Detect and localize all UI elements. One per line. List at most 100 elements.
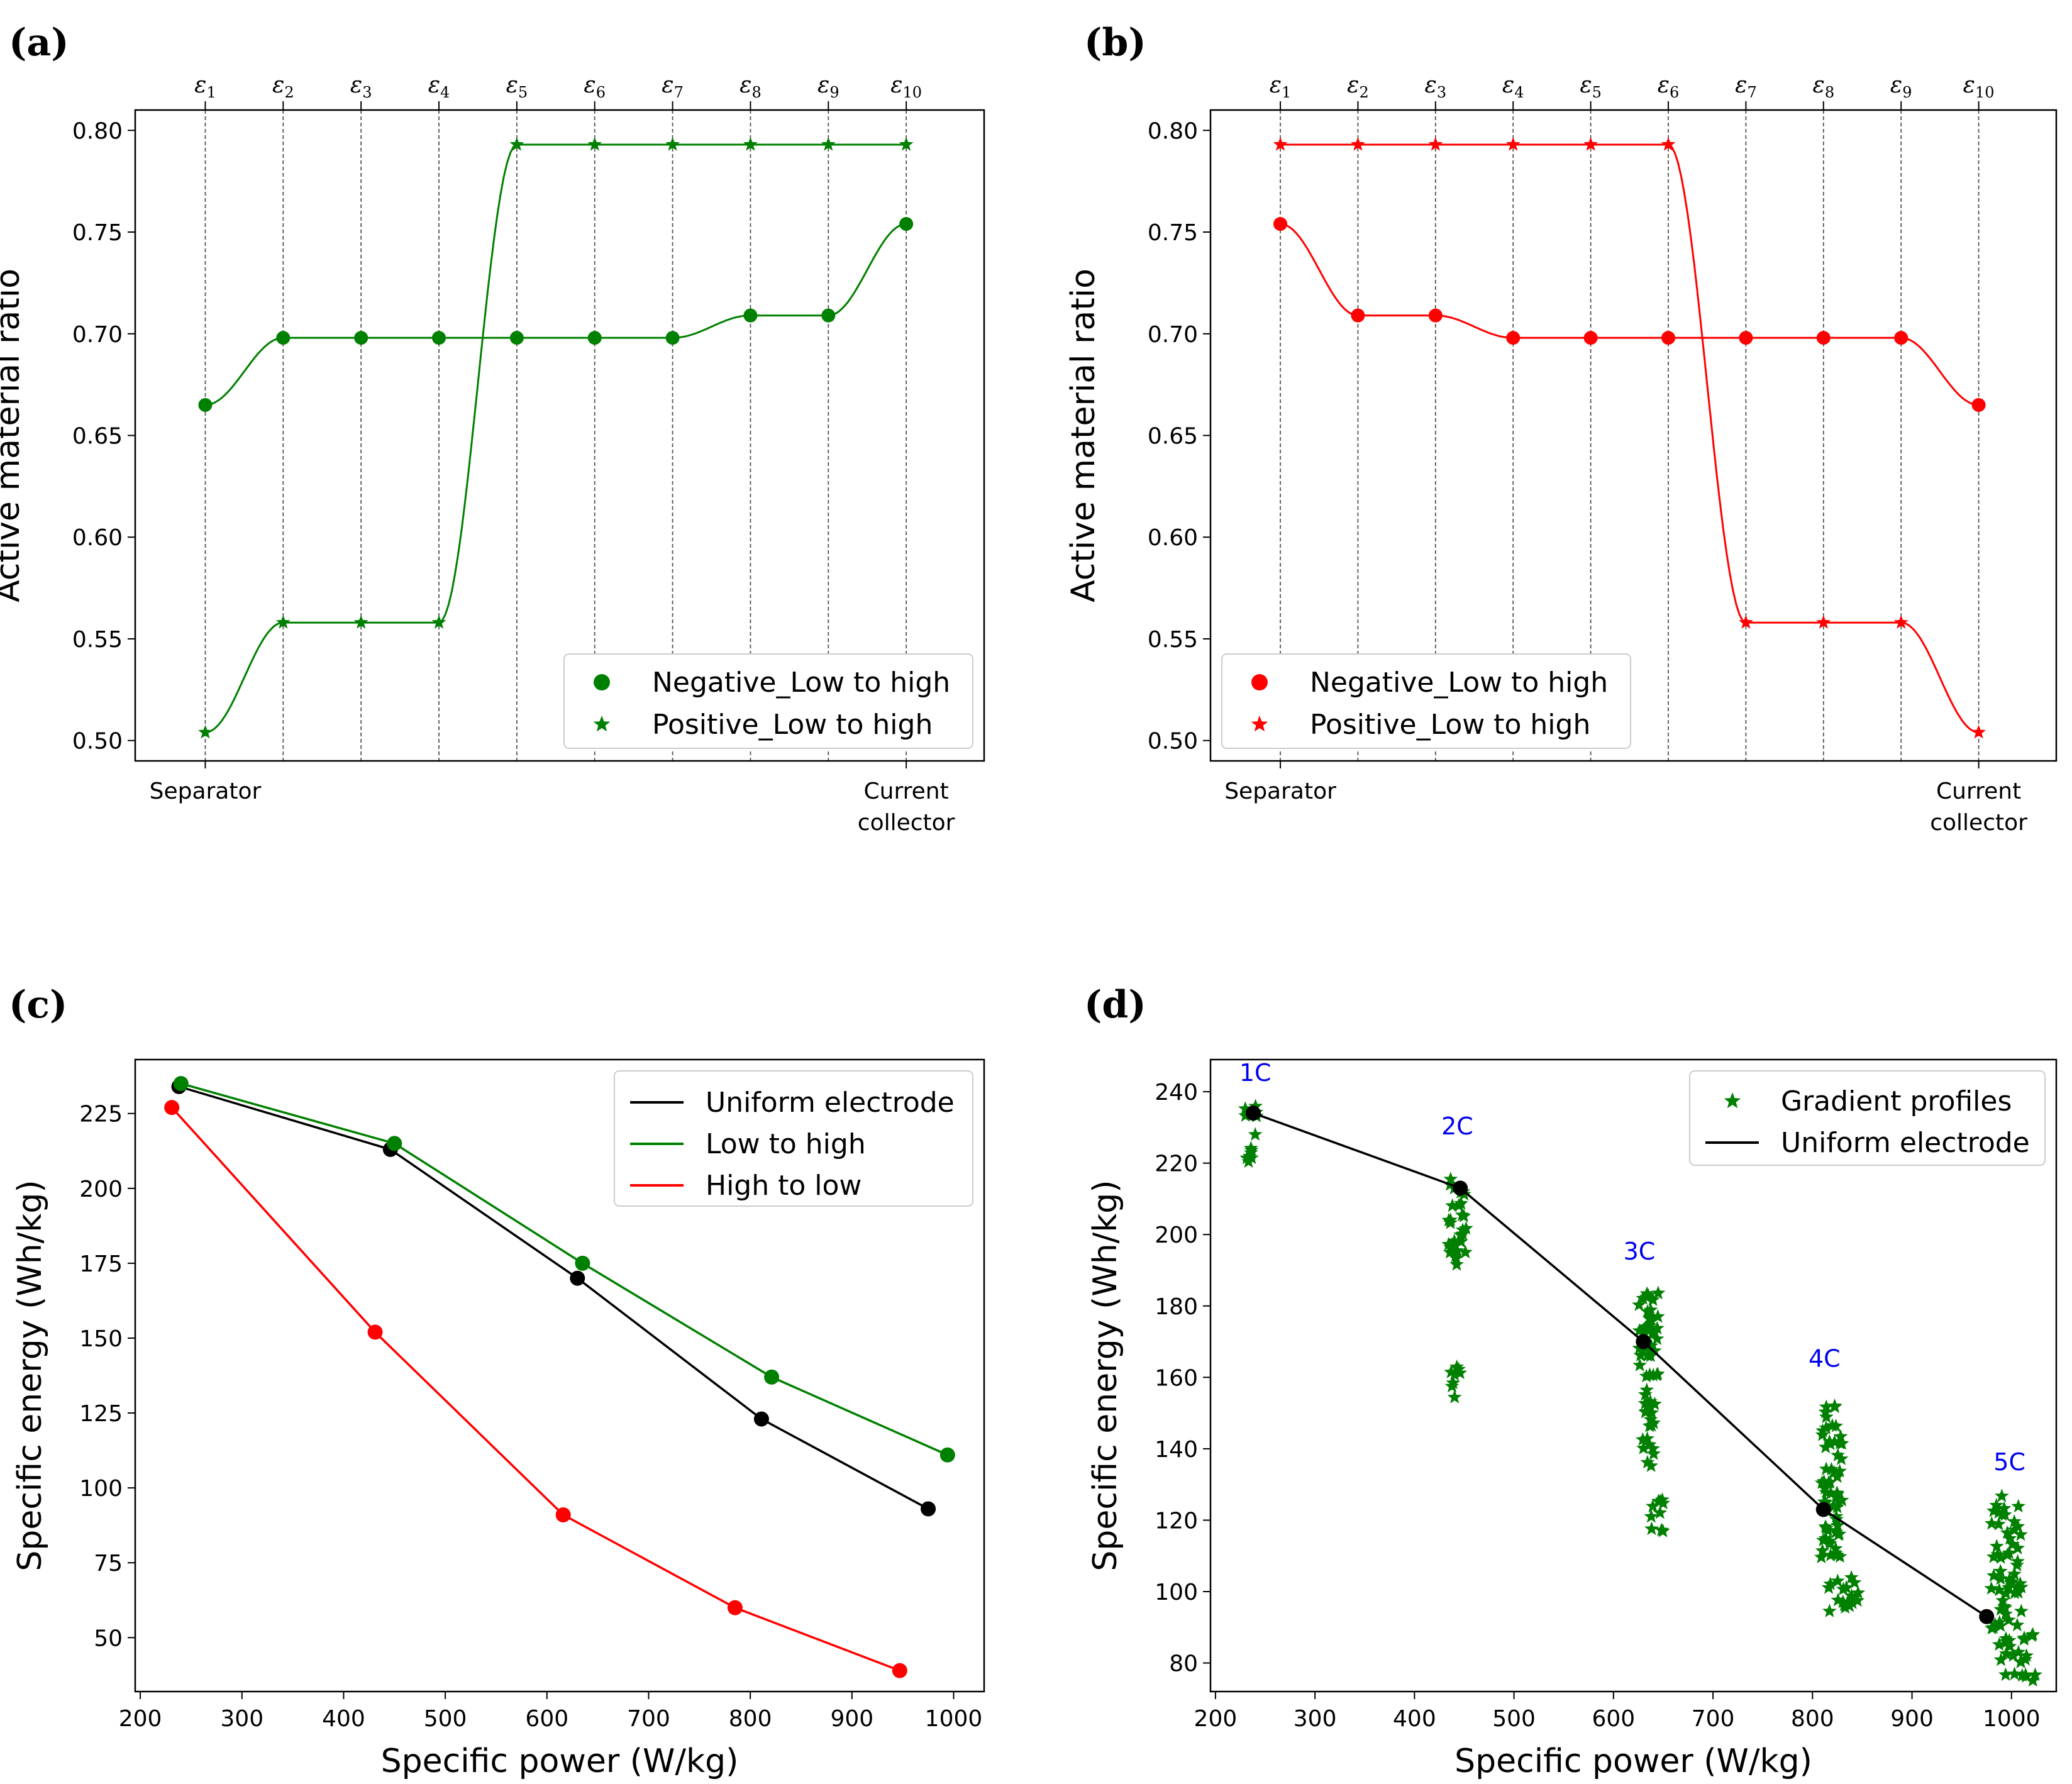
top-tick-label: ε4 bbox=[428, 72, 450, 101]
scatter-point bbox=[2002, 1572, 2017, 1586]
scatter-point bbox=[1839, 1580, 1854, 1594]
legend-label: Uniform electrode bbox=[706, 1087, 955, 1119]
scatter-point bbox=[1830, 1518, 1845, 1532]
scatter-point bbox=[1443, 1244, 1458, 1259]
chart-b: ε1 ε2 ε3 ε4 ε5 ε6 ε7 ε8 ε9 ε10 0.50 0.55 0.60 0.65 0.7… bbox=[1065, 72, 2058, 836]
scatter-point bbox=[1992, 1505, 2006, 1519]
scatter-point bbox=[1992, 1582, 2007, 1597]
scatter-point bbox=[1642, 1437, 1657, 1451]
y-axis-title: Specific energy (Wh/kg) bbox=[11, 1180, 49, 1571]
data-point bbox=[1816, 331, 1831, 345]
scatter-point bbox=[1448, 1248, 1463, 1263]
top-tick-label: ε7 bbox=[1735, 72, 1757, 101]
scatter-point bbox=[1989, 1539, 2004, 1553]
data-point bbox=[821, 137, 836, 151]
scatter-point bbox=[1639, 1368, 1654, 1383]
y-tick-label: 0.75 bbox=[1148, 220, 1198, 246]
top-tick-label: ε7 bbox=[662, 72, 684, 101]
scatter-point bbox=[1997, 1507, 2012, 1521]
legend-label: Positive_Low to high bbox=[652, 709, 933, 741]
x-tick-label: 1000 bbox=[925, 1706, 983, 1732]
scatter-point bbox=[1644, 1509, 1659, 1523]
scatter-point bbox=[1990, 1547, 2005, 1561]
y-tick-label: 125 bbox=[79, 1401, 123, 1427]
x-tick-label: 800 bbox=[729, 1706, 772, 1732]
legend-label: Gradient profiles bbox=[1781, 1085, 2012, 1117]
data-point bbox=[509, 331, 524, 345]
top-tick-label: ε10 bbox=[890, 72, 922, 101]
scatter-point bbox=[1834, 1451, 1849, 1465]
scatter-point bbox=[2011, 1499, 2026, 1513]
scatter-point bbox=[1822, 1434, 1837, 1448]
data-point bbox=[899, 217, 914, 231]
data-point bbox=[1505, 137, 1521, 151]
y-tick-label: 240 bbox=[1155, 1080, 1198, 1105]
series-line bbox=[1280, 223, 1979, 406]
scatter-point bbox=[2000, 1525, 2015, 1539]
data-point bbox=[892, 1663, 907, 1678]
scatter-point bbox=[1993, 1602, 2008, 1616]
scatter-point bbox=[1646, 1499, 1660, 1513]
scatter-point bbox=[1643, 1393, 1658, 1408]
top-tick-label: ε2 bbox=[272, 72, 294, 101]
scatter-point bbox=[2025, 1673, 2041, 1687]
scatter-point bbox=[1999, 1646, 2014, 1660]
y-tick-label: 80 bbox=[1169, 1651, 1198, 1677]
scatter-point bbox=[1986, 1549, 2001, 1563]
scatter-point bbox=[1825, 1418, 1840, 1432]
plot-frame bbox=[134, 1058, 985, 1693]
scatter-point bbox=[2019, 1669, 2034, 1683]
scatter-point bbox=[1831, 1592, 1846, 1607]
y-tick-label: 140 bbox=[1155, 1437, 1198, 1463]
y-tick-label: 0.75 bbox=[72, 220, 123, 246]
scatter-point bbox=[1640, 1431, 1654, 1445]
scatter-point bbox=[1993, 1550, 2008, 1564]
data-point bbox=[1583, 331, 1598, 345]
scatter-point bbox=[1244, 1150, 1259, 1165]
scatter-point bbox=[1653, 1505, 1668, 1519]
scatter-point bbox=[1449, 1257, 1464, 1271]
top-tick-label: ε6 bbox=[584, 72, 606, 101]
scatter-point bbox=[1840, 1595, 1855, 1609]
scatter-point bbox=[2017, 1630, 2032, 1644]
data-point bbox=[1739, 331, 1753, 345]
data-point bbox=[1583, 137, 1598, 151]
chart-a: ε1 ε2 ε3 ε4 ε5 ε6 ε7 ε8 ε9 ε10 0.50 0.55 0.60 0.65 0.7… bbox=[0, 72, 985, 836]
scatter-point bbox=[1444, 1365, 1458, 1378]
data-point bbox=[899, 137, 914, 151]
scatter-point bbox=[1986, 1568, 2001, 1582]
scatter-point bbox=[1816, 1532, 1831, 1547]
panel-label-a: (a) bbox=[9, 21, 69, 65]
scatter-point bbox=[1640, 1304, 1655, 1318]
scatter-point bbox=[2011, 1644, 2026, 1659]
data-point bbox=[276, 331, 291, 345]
scatter-point bbox=[1447, 1367, 1462, 1381]
data-point bbox=[275, 615, 291, 629]
scatter-point bbox=[1829, 1524, 1844, 1539]
x-tick-label: 300 bbox=[220, 1706, 263, 1732]
plot-frame bbox=[1209, 109, 2058, 762]
data-point bbox=[1893, 615, 1909, 629]
data-point bbox=[1971, 724, 1986, 739]
scatter-point bbox=[1651, 1309, 1665, 1323]
scatter-point bbox=[1644, 1338, 1659, 1353]
data-point bbox=[164, 1100, 180, 1116]
scatter-point bbox=[1993, 1652, 2008, 1666]
scatter-point bbox=[1244, 1141, 1258, 1155]
scatter-point bbox=[1454, 1234, 1468, 1248]
scatter-point bbox=[1445, 1198, 1460, 1212]
scatter-point bbox=[1831, 1573, 1845, 1587]
data-point bbox=[1453, 1180, 1468, 1196]
scatter-point bbox=[1821, 1475, 1836, 1489]
series-line bbox=[205, 143, 907, 734]
scatter-point bbox=[1455, 1226, 1470, 1241]
scatter-point bbox=[1819, 1461, 1834, 1475]
legend-marker bbox=[593, 716, 611, 732]
scatter-point bbox=[1830, 1487, 1845, 1501]
scatter-point bbox=[2002, 1545, 2017, 1560]
y-tick-label: 200 bbox=[1155, 1222, 1198, 1248]
scatter-point bbox=[1818, 1495, 1833, 1509]
scatter-point bbox=[2007, 1522, 2022, 1536]
x-axis-title: Specific power (W/kg) bbox=[381, 1742, 739, 1780]
top-tick-label: ε6 bbox=[1658, 72, 1680, 101]
